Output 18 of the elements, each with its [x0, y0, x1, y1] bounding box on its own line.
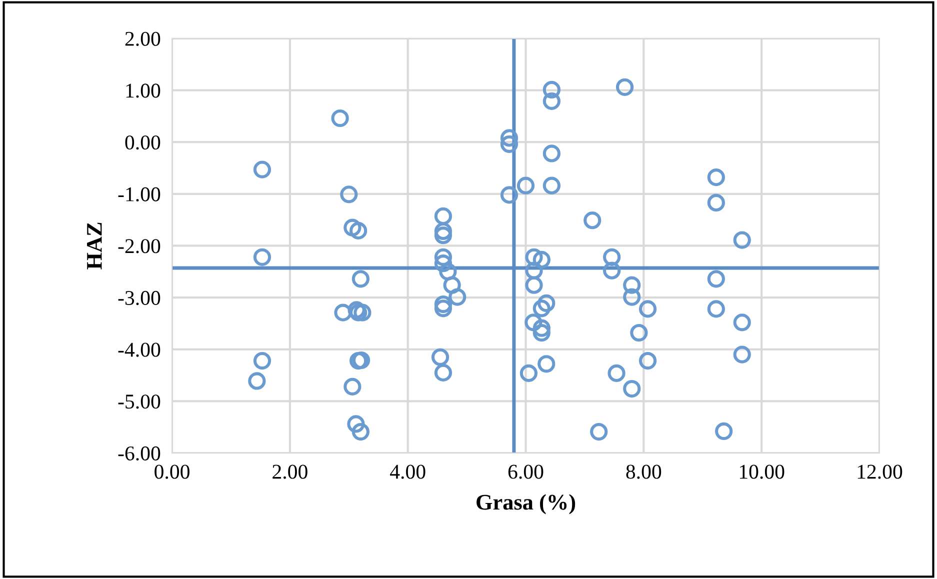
- y-tick-label: -5.00: [118, 394, 160, 409]
- y-tick-label: -4.00: [118, 342, 160, 357]
- x-tick-label: 10.00: [740, 464, 784, 479]
- x-tick-label: 4.00: [390, 464, 426, 479]
- y-axis-title: HAZ: [87, 222, 102, 270]
- x-tick-label: 8.00: [626, 464, 662, 479]
- y-tick-label: 2.00: [125, 32, 160, 46]
- x-tick-label: 12.00: [858, 464, 902, 479]
- y-tick-label: -3.00: [118, 290, 160, 306]
- x-tick-label: 6.00: [508, 464, 544, 479]
- y-tick-label: -1.00: [118, 187, 160, 202]
- y-tick-label: 0.00: [125, 135, 160, 150]
- x-tick-label: 0.00: [154, 464, 190, 479]
- x-axis-title: Grasa (%): [476, 494, 576, 514]
- x-tick-label: 2.00: [272, 464, 308, 479]
- y-tick-label: -2.00: [118, 239, 160, 254]
- y-tick-label: 1.00: [126, 84, 160, 98]
- y-tick-label: -6.00: [118, 446, 160, 461]
